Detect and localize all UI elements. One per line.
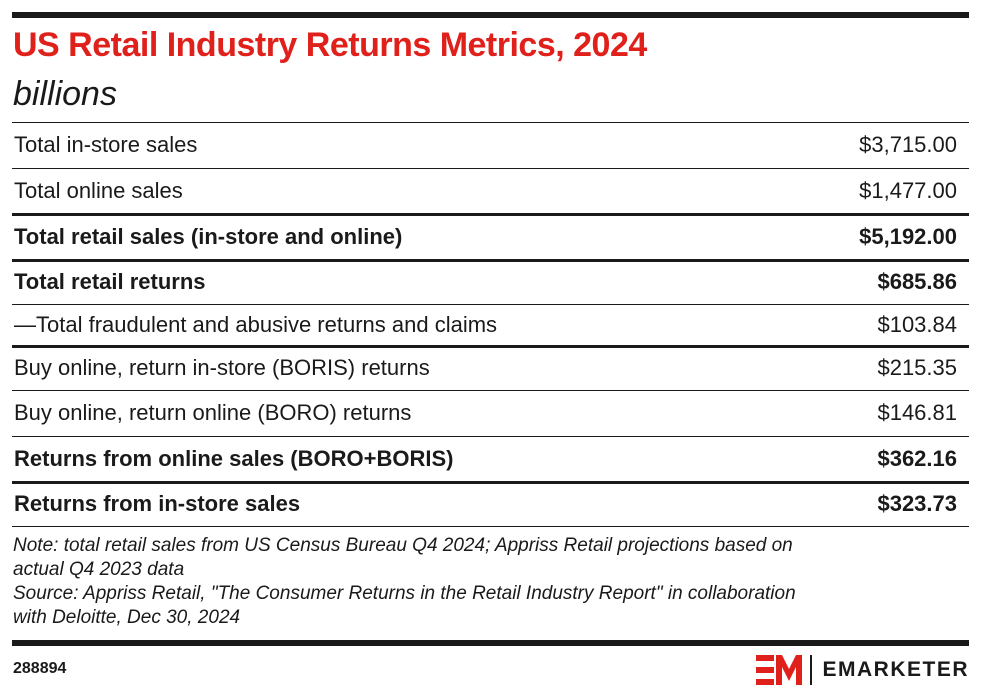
table-divider (12, 168, 969, 169)
table-divider (12, 345, 969, 348)
row-value: $5,192.00 (859, 224, 957, 249)
row-value: $3,715.00 (859, 132, 957, 157)
table-row: Total retail returns $685.86 (12, 260, 969, 304)
table-divider (12, 259, 969, 262)
table-row: Returns from online sales (BORO+BORIS) $3… (12, 436, 969, 482)
row-label: Returns from in-store sales (14, 491, 301, 516)
row-value: $103.84 (877, 312, 957, 337)
row-label: Total retail returns (14, 269, 206, 294)
row-value: $685.86 (877, 269, 957, 294)
note-line-1: Note: total retail sales from US Census … (13, 535, 793, 556)
top-rule (12, 12, 969, 18)
table-row: Total in-store sales $3,715.00 (12, 122, 969, 168)
table-divider (12, 213, 969, 216)
row-label: Buy online, return in-store (BORIS) retu… (14, 355, 430, 380)
brand-separator (810, 655, 813, 685)
table-divider (12, 390, 969, 391)
table-divider (12, 481, 969, 484)
row-label: Total retail sales (in-store and online) (14, 224, 403, 249)
table-row: Buy online, return online (BORO) returns… (12, 390, 969, 436)
row-value: $1,477.00 (859, 178, 957, 203)
table-row: Buy online, return in-store (BORIS) retu… (12, 346, 969, 390)
row-label: Total in-store sales (14, 132, 198, 157)
table-divider (12, 304, 969, 305)
table-divider (12, 122, 969, 123)
table-divider (12, 526, 969, 527)
row-value: $146.81 (877, 400, 957, 425)
table-divider (12, 436, 969, 437)
row-value: $215.35 (877, 355, 957, 380)
chart-subtitle: billions (13, 75, 117, 113)
brand-logo: EMARKETER (756, 653, 969, 687)
bottom-rule (12, 640, 969, 646)
row-value: $362.16 (877, 446, 957, 471)
table-row: —Total fraudulent and abusive returns an… (12, 304, 969, 346)
source-line-1: Source: Appriss Retail, "The Consumer Re… (13, 583, 796, 604)
table-row: Total online sales $1,477.00 (12, 168, 969, 214)
chart-id: 288894 (13, 660, 67, 677)
table-row: Returns from in-store sales $323.73 (12, 482, 969, 526)
chart-title: US Retail Industry Returns Metrics, 2024 (13, 26, 647, 64)
table-row: Total retail sales (in-store and online)… (12, 214, 969, 260)
source-line-2: with Deloitte, Dec 30, 2024 (13, 607, 241, 628)
row-label: Returns from online sales (BORO+BORIS) (14, 446, 454, 471)
row-value: $323.73 (877, 491, 957, 516)
chart-notes: Note: total retail sales from US Census … (13, 534, 973, 630)
note-line-2: actual Q4 2023 data (13, 559, 185, 580)
brand-name: EMARKETER (822, 658, 969, 681)
row-label: Total online sales (14, 178, 183, 203)
row-label: Buy online, return online (BORO) returns (14, 400, 412, 425)
emarketer-logo-icon (756, 655, 803, 685)
row-label: —Total fraudulent and abusive returns an… (14, 312, 498, 337)
